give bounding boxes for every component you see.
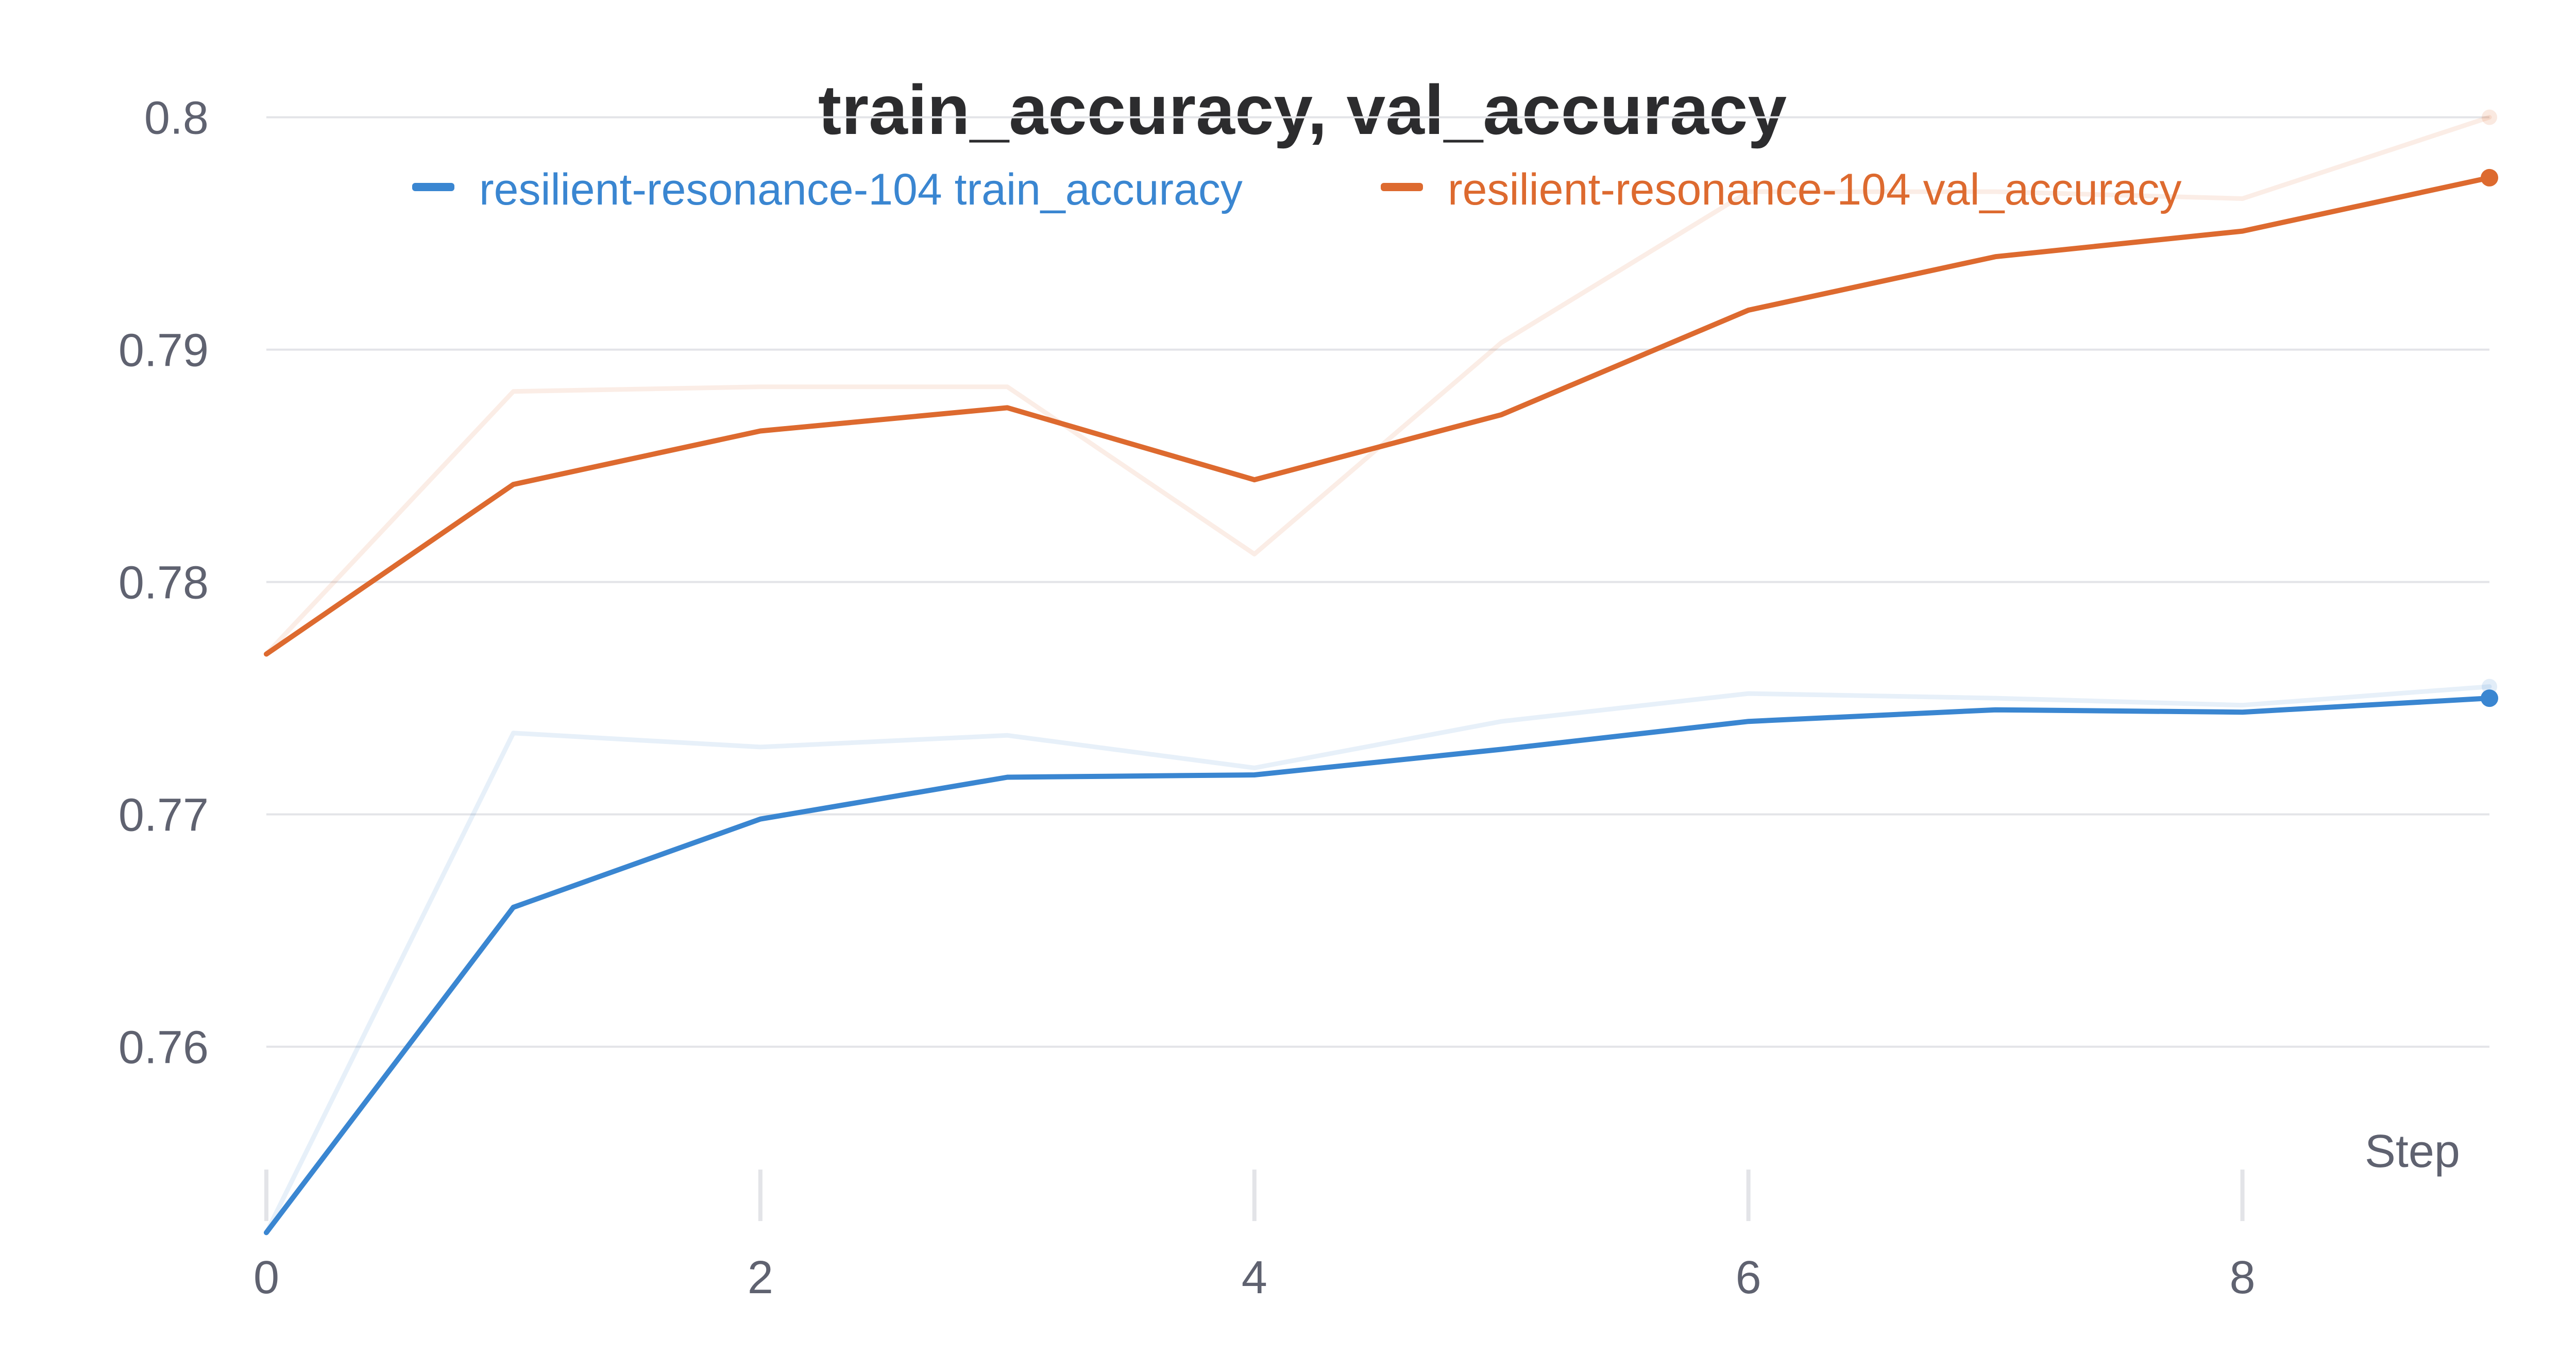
y-axis: 0.76 0.77 0.78 0.79 0.8: [118, 93, 209, 1074]
series-line-val-accuracy: [264, 175, 2492, 657]
x-axis-label: Step: [2365, 1126, 2460, 1177]
x-tick-label: 4: [1242, 1252, 1267, 1304]
x-tick-label: 0: [253, 1252, 279, 1304]
legend-swatch-train-accuracy: [412, 183, 454, 191]
series-end-marker-raw-val-accuracy: [2482, 109, 2497, 125]
x-tick-label: 2: [748, 1252, 773, 1304]
grid: [266, 116, 2489, 1048]
series-line-raw-train-accuracy: [264, 684, 2492, 1235]
y-tick-label: 0.77: [118, 790, 209, 841]
y-tick-label: 0.79: [118, 325, 209, 377]
legend[interactable]: resilient-resonance-104 train_accuracy r…: [412, 165, 2182, 214]
series-line-train-accuracy: [264, 696, 2492, 1235]
x-axis: 0 2 4 6 8: [253, 1170, 2256, 1304]
legend-item-train-accuracy[interactable]: resilient-resonance-104 train_accuracy: [412, 165, 1243, 214]
legend-label-val-accuracy: resilient-resonance-104 val_accuracy: [1448, 165, 2182, 214]
series-layer: [264, 109, 2498, 1235]
x-tick-label: 8: [2230, 1252, 2256, 1304]
legend-label-train-accuracy: resilient-resonance-104 train_accuracy: [479, 165, 1243, 214]
y-tick-label: 0.76: [118, 1022, 209, 1074]
x-tick-label: 6: [1736, 1252, 1761, 1304]
legend-item-val-accuracy[interactable]: resilient-resonance-104 val_accuracy: [1381, 165, 2182, 214]
legend-swatch-val-accuracy: [1381, 183, 1423, 191]
series-end-marker-train-accuracy: [2481, 689, 2498, 707]
chart-title: train_accuracy, val_accuracy: [818, 71, 1787, 149]
y-tick-label: 0.8: [144, 93, 209, 144]
series-end-marker-val-accuracy: [2481, 168, 2498, 187]
y-tick-label: 0.78: [118, 557, 209, 609]
